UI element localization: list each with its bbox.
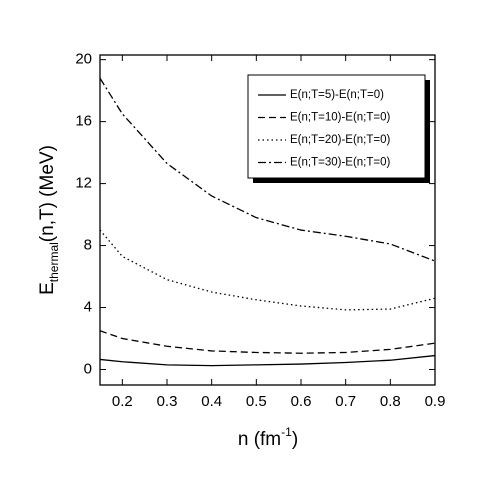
x-tick-label: 0.6: [291, 393, 312, 410]
x-label-rest: ): [292, 429, 298, 450]
y-tick-label: 0: [84, 360, 92, 377]
legend-label: E(n;T=10)-E(n;T=0): [290, 112, 391, 124]
y-label-sub: thermal: [47, 242, 61, 282]
y-tick-label: 4: [84, 299, 92, 316]
plot-frame: [99, 54, 436, 386]
x-tick-label: 0.7: [335, 393, 356, 410]
legend-box: [247, 74, 426, 179]
x-tick-label: 0.4: [201, 393, 222, 410]
y-tick-label: 20: [75, 51, 92, 68]
series-line: [99, 229, 436, 311]
x-label-sup: -1: [281, 425, 292, 439]
y-axis-label: Ethermal(n,T) (MeV): [37, 145, 61, 295]
legend-label: E(n;T=5)-E(n;T=0): [290, 89, 384, 101]
y-tick-label: 8: [84, 237, 92, 254]
y-label-rest: (n,T) (MeV): [37, 145, 58, 242]
y-tick-label: 16: [75, 113, 92, 130]
y-label-main: E: [37, 282, 58, 295]
series-line: [99, 354, 436, 367]
x-tick-label: 0.2: [112, 393, 133, 410]
x-tick-label: 0.5: [246, 393, 267, 410]
x-axis-label: n (fm-1): [238, 425, 298, 450]
x-label-main: n (fm: [238, 429, 281, 450]
legend-label: E(n;T=30)-E(n;T=0): [290, 157, 391, 169]
x-tick-label: 0.3: [157, 393, 178, 410]
series-line: [99, 77, 436, 262]
series-line: [99, 330, 436, 354]
x-tick-label: 0.9: [425, 393, 446, 410]
y-tick-label: 12: [75, 175, 92, 192]
legend-label: E(n;T=20)-E(n;T=0): [290, 134, 391, 146]
x-tick-label: 0.8: [380, 393, 401, 410]
